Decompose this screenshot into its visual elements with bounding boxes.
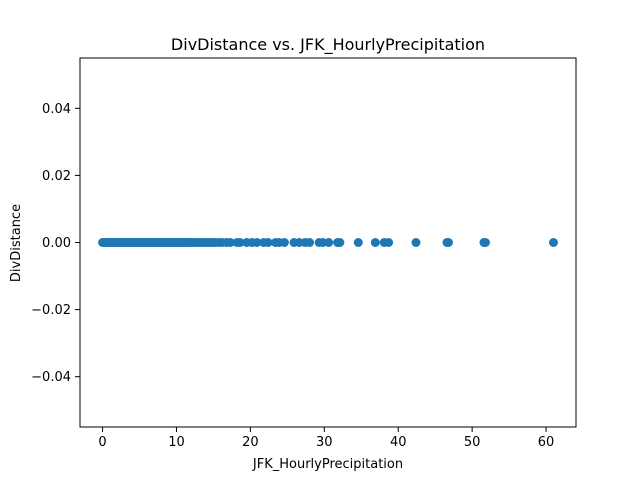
data-point [411, 238, 421, 247]
x-axis-label: JFK_HourlyPrecipitation [252, 457, 403, 472]
x-tick-label: 50 [464, 435, 481, 450]
y-tick-label: −0.04 [31, 370, 71, 385]
y-tick-label: 0.02 [42, 169, 71, 184]
y-tick-label: −0.02 [31, 303, 71, 318]
y-tick-label: 0.00 [42, 236, 71, 251]
points-group [98, 238, 558, 247]
x-axis: 0 10 20 30 40 50 60 [98, 427, 554, 450]
x-tick-label: 30 [316, 435, 333, 450]
data-point [279, 238, 289, 247]
x-tick-label: 40 [390, 435, 407, 450]
data-point [443, 238, 453, 247]
x-tick-label: 20 [242, 435, 259, 450]
y-tick-label: 0.04 [42, 102, 71, 117]
data-point [548, 238, 558, 247]
data-point [480, 238, 490, 247]
data-point [305, 238, 315, 247]
data-point [252, 238, 262, 247]
x-tick-label: 10 [168, 435, 185, 450]
y-axis-label: DivDistance [9, 204, 24, 282]
data-point [324, 238, 334, 247]
data-point [235, 238, 245, 247]
data-point [384, 238, 394, 247]
data-point [353, 238, 363, 247]
x-tick-label: 0 [98, 435, 106, 450]
data-point [263, 238, 273, 247]
x-tick-label: 60 [538, 435, 555, 450]
y-axis: 0.04 0.02 0.00 −0.02 −0.04 [31, 102, 80, 385]
data-point [370, 238, 380, 247]
data-point [335, 238, 345, 247]
chart-title: DivDistance vs. JFK_HourlyPrecipitation [171, 35, 485, 55]
data-point [225, 238, 235, 247]
